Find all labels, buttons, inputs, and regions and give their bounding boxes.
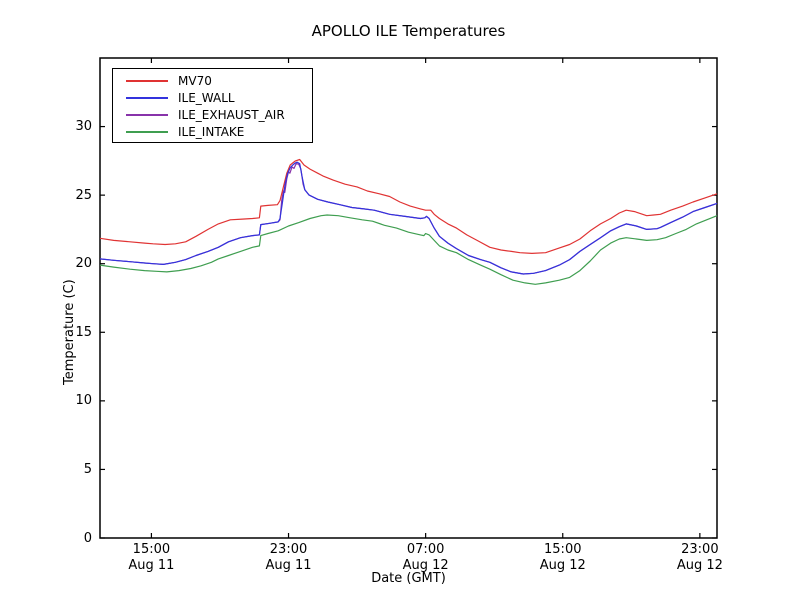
y-tick-label: 15 — [75, 324, 92, 340]
legend-item-label: ILE_EXHAUST_AIR — [178, 107, 285, 122]
x-tick-label: 23:00 Aug 11 — [265, 542, 312, 573]
axes-frame — [99, 57, 718, 539]
legend-item: ILE_EXHAUST_AIR — [113, 106, 312, 123]
series-line-ile-intake — [99, 214, 718, 285]
legend-item: ILE_INTAKE — [113, 123, 312, 140]
series-line-ile-wall — [99, 161, 718, 275]
legend-line-swatch — [126, 79, 168, 82]
legend-item-label: ILE_WALL — [178, 90, 235, 105]
legend-line-swatch — [126, 96, 168, 99]
y-tick-label: 30 — [75, 119, 92, 135]
y-tick-label: 5 — [83, 461, 92, 477]
legend-item: ILE_WALL — [113, 89, 312, 106]
legend: MV70 ILE_WALL ILE_EXHAUST_AIR ILE_INTAKE — [112, 68, 313, 143]
y-tick-label: 20 — [75, 256, 92, 272]
legend-line-swatch — [126, 113, 168, 116]
legend-item-label: ILE_INTAKE — [178, 124, 245, 139]
x-tick-label: 15:00 Aug 11 — [128, 542, 175, 573]
series-line-mv70 — [99, 158, 718, 254]
x-tick-label: 07:00 Aug 12 — [402, 542, 449, 573]
legend-line-swatch — [126, 130, 168, 133]
legend-item-label: MV70 — [178, 73, 212, 88]
x-tick-label: 23:00 Aug 12 — [676, 542, 723, 573]
chart-title: APOLLO ILE Temperatures — [311, 22, 506, 40]
x-tick-label: 15:00 Aug 12 — [539, 542, 586, 573]
legend-item: MV70 — [113, 72, 312, 89]
x-axis-label: Date (GMT) — [371, 571, 446, 586]
y-tick-label: 0 — [83, 530, 92, 546]
y-tick-label: 25 — [75, 187, 92, 203]
y-tick-label: 10 — [75, 393, 92, 409]
